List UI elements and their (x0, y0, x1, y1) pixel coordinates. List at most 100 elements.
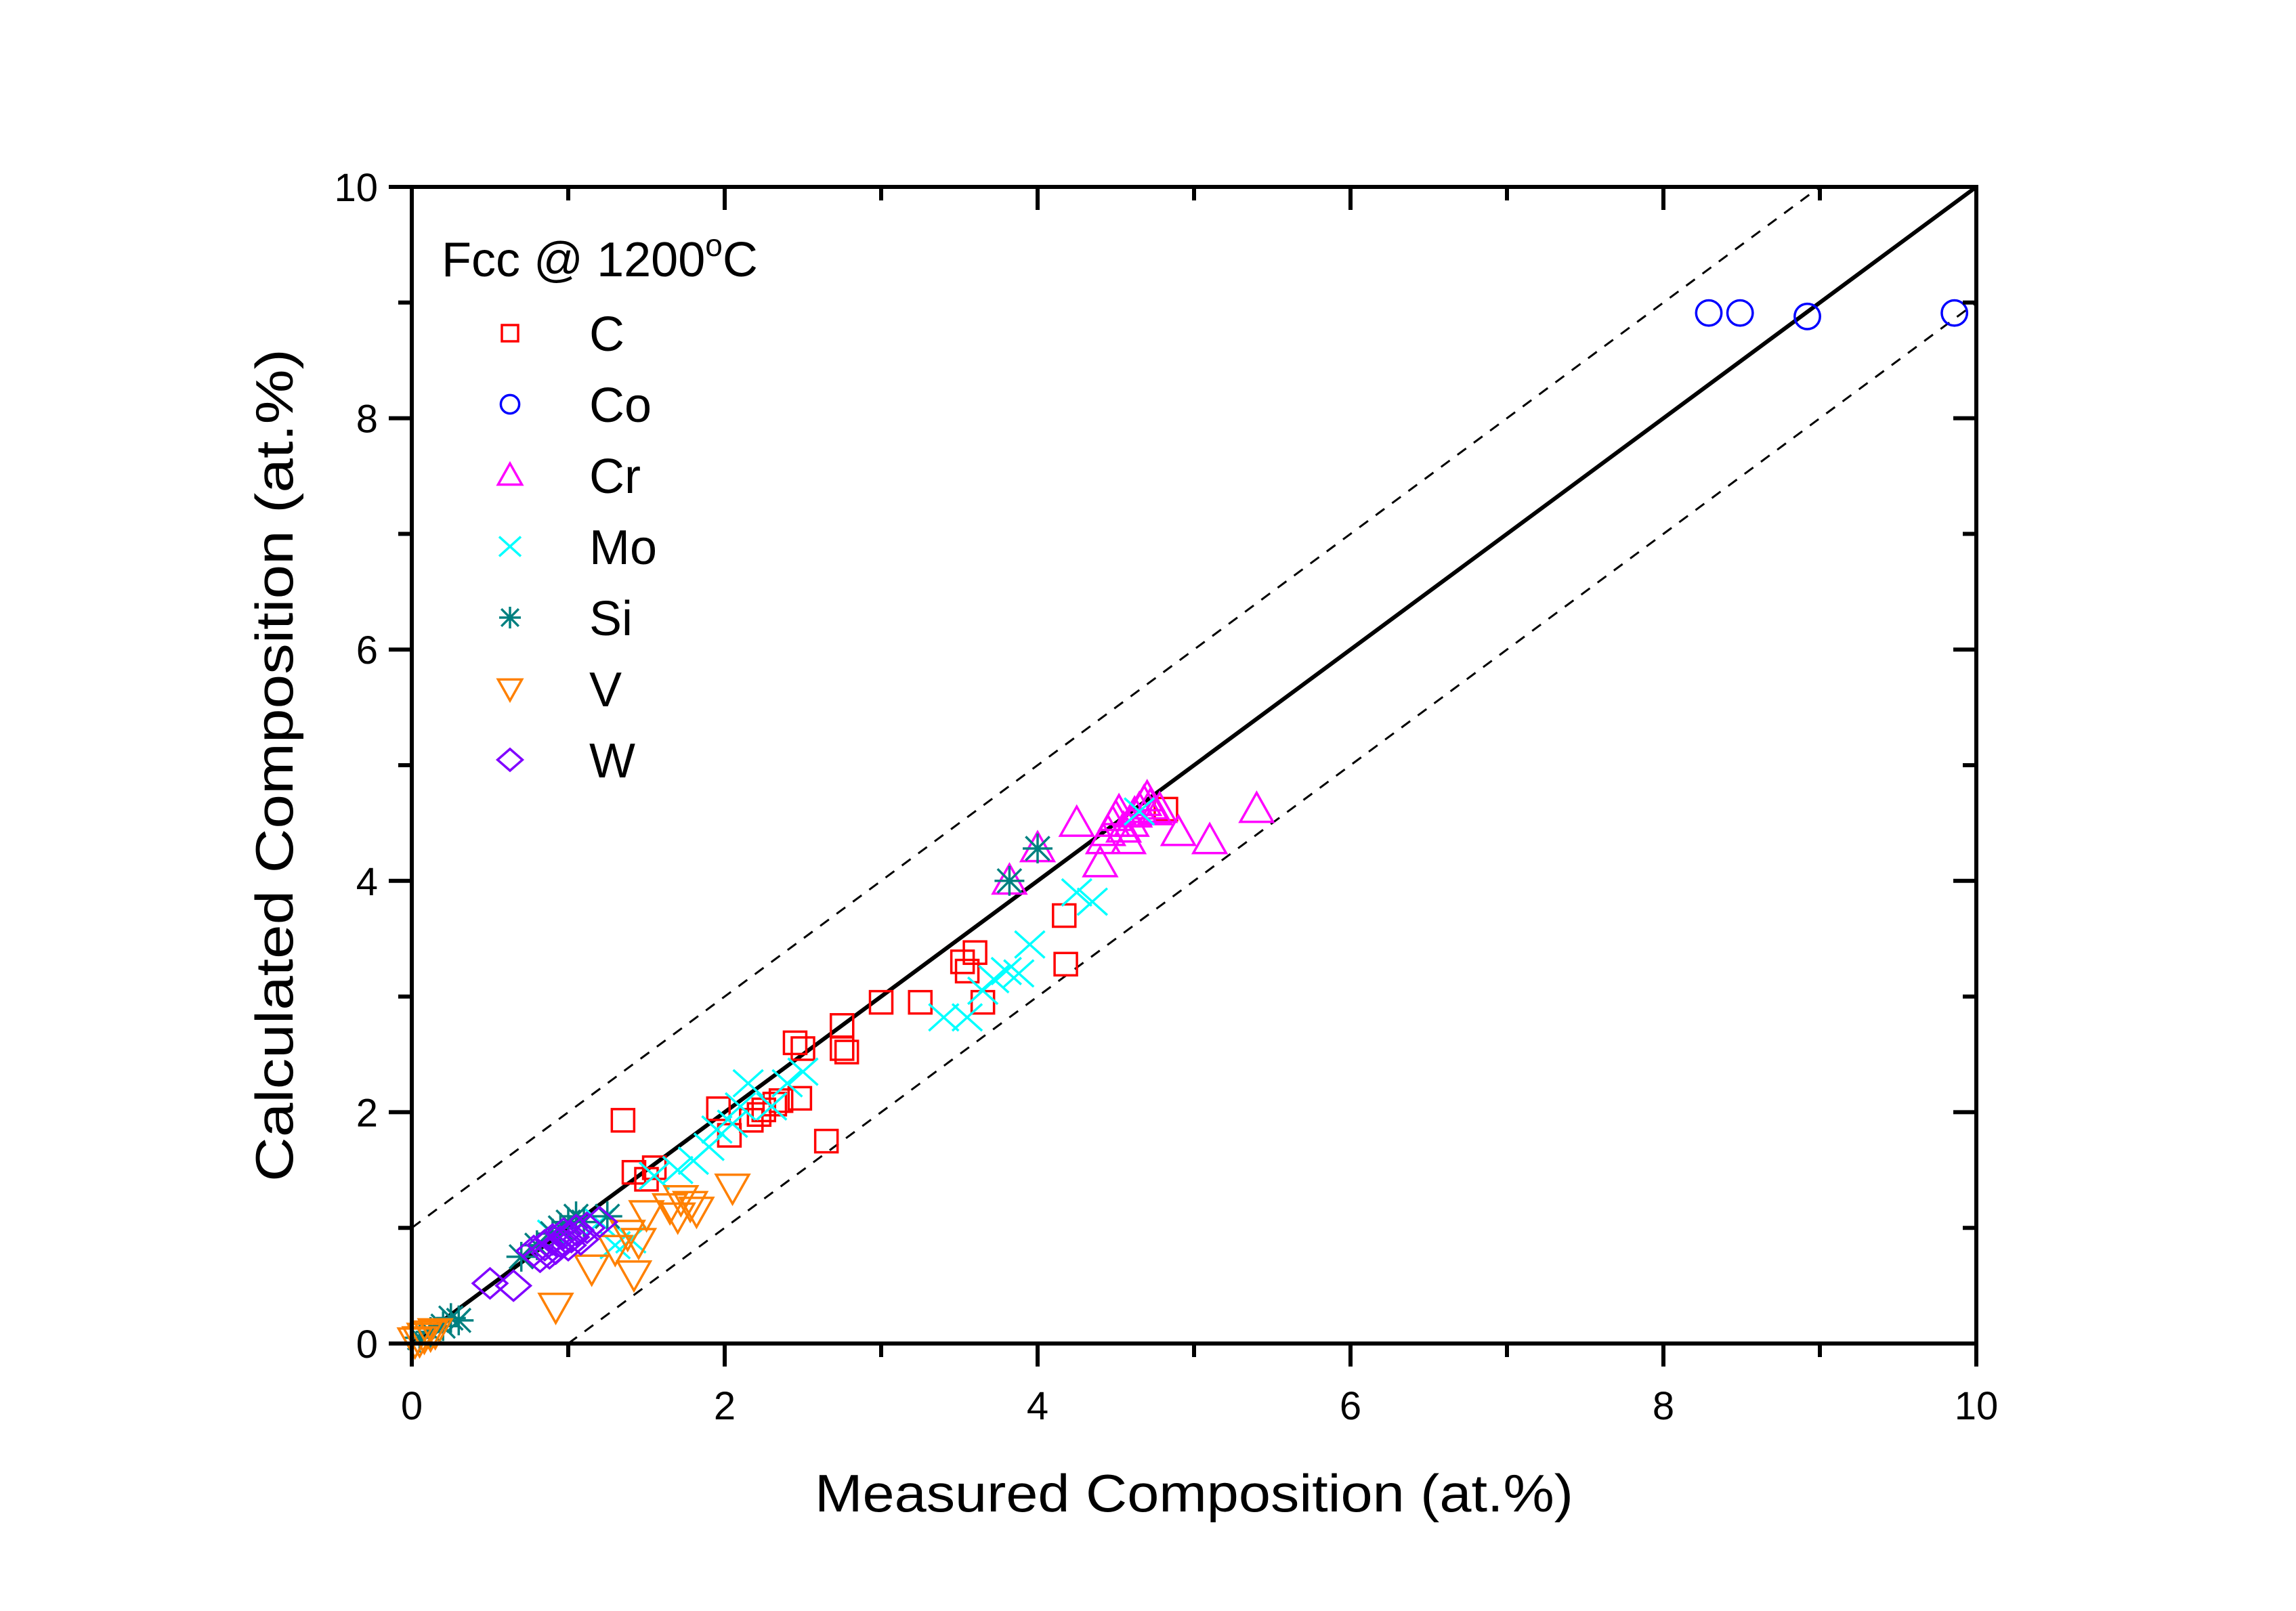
data-point-c (641, 1155, 667, 1180)
series-mo (536, 797, 1155, 1260)
y-tick-label: 6 (356, 628, 378, 672)
legend-item-co: Co (499, 379, 652, 433)
data-point-mo (756, 1092, 788, 1121)
data-point-c (706, 1096, 731, 1121)
data-point-c (962, 940, 987, 965)
data-point-mo (990, 956, 1022, 986)
legend-marker-triangle-down (496, 678, 524, 704)
x-tick-label: 4 (1027, 1384, 1048, 1428)
x-tick-label: 10 (1955, 1384, 1999, 1428)
data-point-w (568, 1211, 606, 1245)
y-axis-title: Calculated Composition (at.%) (245, 349, 304, 1182)
data-point-v (678, 1197, 715, 1230)
data-point-c (834, 1039, 859, 1065)
data-point-co (1940, 299, 1969, 327)
data-point-cr (1116, 794, 1153, 828)
data-point-c (787, 1086, 813, 1111)
data-point-co (1695, 299, 1723, 327)
data-point-co (1726, 299, 1754, 327)
data-point-v (573, 1254, 610, 1287)
data-point-mo (693, 1132, 725, 1161)
data-point-w (471, 1266, 509, 1300)
data-point-v (659, 1202, 696, 1235)
data-point-mo (1003, 959, 1035, 988)
legend-title-unit: C (723, 233, 758, 287)
legend-marker-triangle-up (496, 460, 524, 486)
y-tick-label: 8 (356, 398, 378, 442)
legend-items: C Co Cr Mo Si VW (495, 307, 657, 788)
series-w (471, 1205, 619, 1302)
data-point-mo (638, 1161, 671, 1190)
legend-title-degree: o (705, 228, 723, 263)
data-point-w (561, 1222, 600, 1256)
data-point-mo (732, 1069, 764, 1098)
legend-marker-square (501, 324, 519, 343)
data-point-si (994, 865, 1025, 896)
data-point-v (406, 1323, 443, 1356)
data-point-v (417, 1318, 454, 1351)
data-point-mo (701, 1115, 733, 1144)
legend-item-v: V (496, 663, 622, 717)
data-point-c (950, 949, 975, 974)
data-point-v (609, 1220, 646, 1253)
data-point-v (628, 1200, 665, 1233)
legend-marker-x (498, 536, 522, 557)
data-point-cr (1136, 792, 1174, 825)
data-point-cr (1132, 787, 1169, 820)
data-point-mo (1014, 930, 1046, 959)
data-point-si (592, 1201, 622, 1232)
y-tick-label: 4 (356, 860, 378, 904)
legend-label: V (589, 663, 622, 717)
data-point-c (762, 1092, 788, 1117)
data-point-v (671, 1190, 709, 1224)
data-point-mo (951, 1003, 983, 1032)
data-point-c (1052, 903, 1077, 928)
data-point-c (813, 1128, 839, 1154)
reference-lines (410, 185, 1978, 1346)
data-point-c (782, 1030, 808, 1056)
legend-label: Si (589, 592, 633, 646)
legend-item-c: C (501, 307, 624, 362)
x-axis-title: Measured Composition (at.%) (815, 1463, 1573, 1523)
legend-marker-diamond (495, 747, 525, 773)
data-point-cr (1160, 813, 1197, 846)
data-point-v (597, 1234, 634, 1268)
legend-marker-asterisk (499, 607, 521, 628)
data-point-c (868, 989, 894, 1015)
identity-line (410, 185, 1978, 1346)
legend-label: C (589, 307, 624, 362)
data-point-v (537, 1292, 574, 1326)
legend-item-cr: Cr (496, 450, 641, 504)
x-tick-label: 6 (1340, 1384, 1361, 1428)
data-point-cr (1058, 804, 1095, 837)
series-cr (991, 779, 1275, 895)
data-point-mo (717, 1109, 748, 1138)
data-point-mo (1076, 887, 1109, 916)
data-point-co (1793, 302, 1821, 330)
data-point-c (621, 1159, 647, 1185)
data-point-cr (1109, 821, 1147, 855)
data-point-mo (724, 1092, 757, 1121)
legend-item-si: Si (499, 592, 633, 646)
data-point-c (1053, 951, 1078, 977)
data-point-c (954, 958, 980, 984)
legend-title: Fcc @ 1200oC (442, 228, 758, 287)
data-point-v (615, 1260, 653, 1293)
data-point-mo (662, 1155, 694, 1184)
data-point-c (610, 1108, 636, 1133)
legend-label: Cr (589, 450, 641, 504)
legend-label: Co (589, 379, 652, 433)
data-point-mo (771, 1069, 803, 1098)
legend-item-w: W (495, 734, 635, 788)
x-tick-label: 0 (401, 1384, 423, 1428)
series-co (1695, 299, 1969, 330)
data-point-mo (787, 1057, 819, 1086)
y-tick-label: 0 (356, 1323, 378, 1367)
data-point-c (790, 1036, 815, 1061)
data-point-v (412, 1320, 449, 1354)
data-point-w (494, 1269, 533, 1302)
data-point-mo (1123, 797, 1155, 826)
data-point-cr (1082, 844, 1119, 878)
